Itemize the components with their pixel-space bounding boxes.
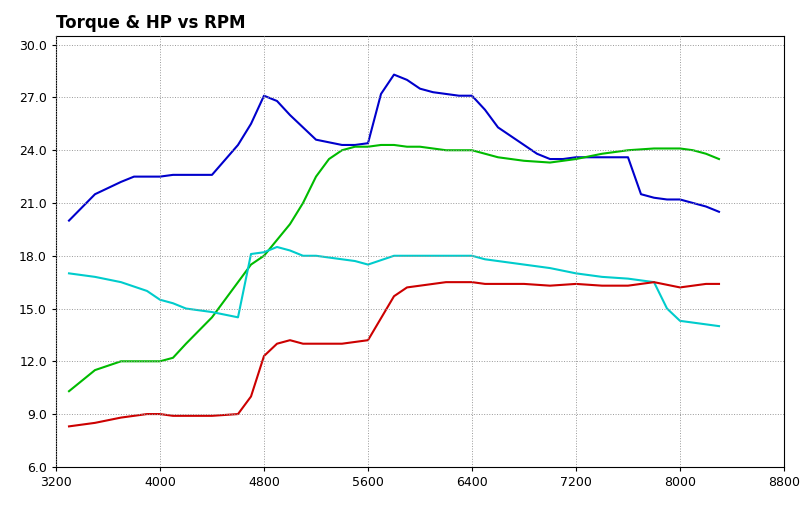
Text: Torque & HP vs RPM: Torque & HP vs RPM <box>56 13 246 32</box>
